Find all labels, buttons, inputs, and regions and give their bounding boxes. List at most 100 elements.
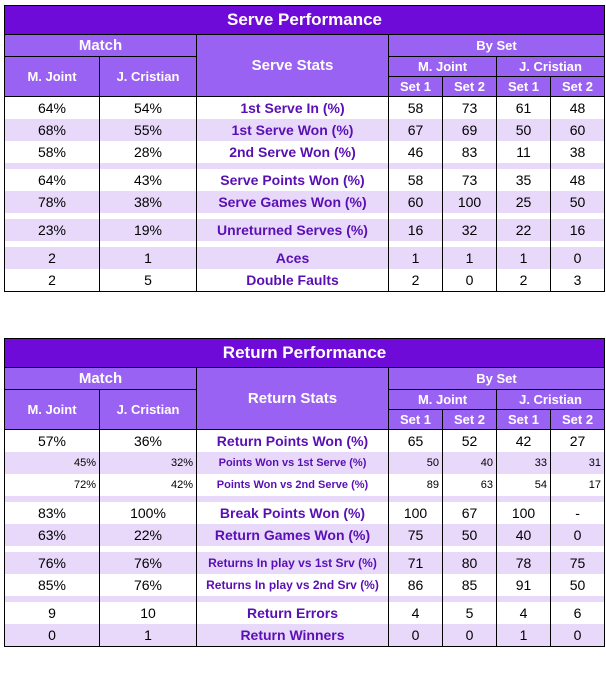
return-performance-table: Return Performance Match Return Stats By…	[3, 338, 606, 647]
table-row: 2 1 Aces 1 1 1 0	[4, 247, 606, 269]
set-value: 69	[442, 119, 497, 141]
table-row: 78% 38% Serve Games Won (%) 60 100 25 50	[4, 191, 606, 213]
player1-header: M. Joint	[4, 389, 100, 430]
table-row: 57% 36% Return Points Won (%) 65 52 42 2…	[4, 429, 606, 452]
set-value: 91	[496, 574, 551, 596]
table-row: 45% 32% Points Won vs 1st Serve (%) 50 4…	[4, 452, 606, 474]
table-row: 85% 76% Returns In play vs 2nd Srv (%) 8…	[4, 574, 606, 596]
match-value: 28%	[99, 141, 197, 163]
player1-header: M. Joint	[4, 56, 100, 97]
stat-label: Return Games Won (%)	[196, 524, 389, 546]
match-value: 2	[4, 247, 100, 269]
set-value: 54	[496, 474, 551, 496]
set-value: 1	[442, 247, 497, 269]
table-row: 64% 43% Serve Points Won (%) 58 73 35 48	[4, 169, 606, 191]
set-value: -	[549, 502, 606, 524]
set-value: 2	[496, 269, 551, 292]
match-value: 72%	[4, 474, 100, 496]
set-value: 35	[496, 169, 551, 191]
match-value: 43%	[99, 169, 197, 191]
set-value: 60	[388, 191, 443, 213]
stat-label: 1st Serve In (%)	[196, 96, 389, 119]
table-row: 58% 28% 2nd Serve Won (%) 46 83 11 38	[4, 141, 606, 163]
match-header: Match	[4, 34, 197, 57]
set-value: 40	[496, 524, 551, 546]
set-value: 78	[496, 552, 551, 574]
stat-label: Points Won vs 2nd Serve (%)	[196, 474, 389, 496]
set-value: 50	[549, 191, 606, 213]
set-value: 16	[549, 219, 606, 241]
set-value: 61	[496, 96, 551, 119]
match-value: 76%	[99, 574, 197, 596]
set-value: 58	[388, 96, 443, 119]
set-value: 63	[442, 474, 497, 496]
set-player1-header: M. Joint	[388, 56, 497, 77]
stat-label: Return Winners	[196, 624, 389, 647]
set-value: 6	[549, 602, 606, 624]
match-value: 36%	[99, 429, 197, 452]
set-value: 38	[549, 141, 606, 163]
stat-label: 1st Serve Won (%)	[196, 119, 389, 141]
set-value: 65	[388, 429, 443, 452]
stat-label: 2nd Serve Won (%)	[196, 141, 389, 163]
set-value: 33	[496, 452, 551, 474]
match-value: 2	[4, 269, 100, 292]
set-value: 67	[442, 502, 497, 524]
set1-header: Set 1	[496, 409, 551, 430]
stat-label: Aces	[196, 247, 389, 269]
match-value: 19%	[99, 219, 197, 241]
set-player1-header: M. Joint	[388, 389, 497, 410]
set-value: 25	[496, 191, 551, 213]
set-value: 0	[442, 269, 497, 292]
set-value: 46	[388, 141, 443, 163]
set-value: 58	[388, 169, 443, 191]
match-value: 45%	[4, 452, 100, 474]
set-value: 5	[442, 602, 497, 624]
set-value: 50	[388, 452, 443, 474]
match-value: 23%	[4, 219, 100, 241]
set-value: 86	[388, 574, 443, 596]
set-value: 100	[388, 502, 443, 524]
set-value: 22	[496, 219, 551, 241]
spacer-row	[4, 496, 606, 502]
spacer-row	[4, 213, 606, 219]
set-value: 17	[549, 474, 606, 496]
set-value: 73	[442, 169, 497, 191]
serve-performance-table: Serve Performance Match Serve Stats By S…	[3, 5, 606, 292]
table-row: 64% 54% 1st Serve In (%) 58 73 61 48	[4, 96, 606, 119]
stat-label: Return Errors	[196, 602, 389, 624]
set-value: 50	[496, 119, 551, 141]
stat-label: Double Faults	[196, 269, 389, 292]
set-value: 31	[549, 452, 606, 474]
set-value: 4	[496, 602, 551, 624]
set-value: 71	[388, 552, 443, 574]
set2-header: Set 2	[549, 409, 606, 430]
serve-performance-title: Serve Performance	[3, 5, 606, 35]
set-value: 0	[442, 624, 497, 647]
set-value: 100	[496, 502, 551, 524]
set-value: 1	[496, 247, 551, 269]
stat-label: Points Won vs 1st Serve (%)	[196, 452, 389, 474]
set-value: 1	[496, 624, 551, 647]
by-set-header: By Set	[387, 34, 606, 57]
player2-header: J. Cristian	[99, 56, 197, 97]
table-row: 72% 42% Points Won vs 2nd Serve (%) 89 6…	[4, 474, 606, 496]
match-value: 38%	[99, 191, 197, 213]
set-value: 73	[442, 96, 497, 119]
match-value: 83%	[4, 502, 100, 524]
spacer-row	[4, 596, 606, 602]
match-value: 76%	[4, 552, 100, 574]
match-value: 63%	[4, 524, 100, 546]
set-value: 75	[388, 524, 443, 546]
match-value: 55%	[99, 119, 197, 141]
match-value: 64%	[4, 169, 100, 191]
set-value: 50	[442, 524, 497, 546]
set-value: 0	[549, 247, 606, 269]
set2-header: Set 2	[549, 76, 606, 97]
stat-label: Return Points Won (%)	[196, 429, 389, 452]
set-value: 100	[442, 191, 497, 213]
set-value: 80	[442, 552, 497, 574]
match-value: 22%	[99, 524, 197, 546]
match-value: 100%	[99, 502, 197, 524]
table-row: 83% 100% Break Points Won (%) 100 67 100…	[4, 502, 606, 524]
